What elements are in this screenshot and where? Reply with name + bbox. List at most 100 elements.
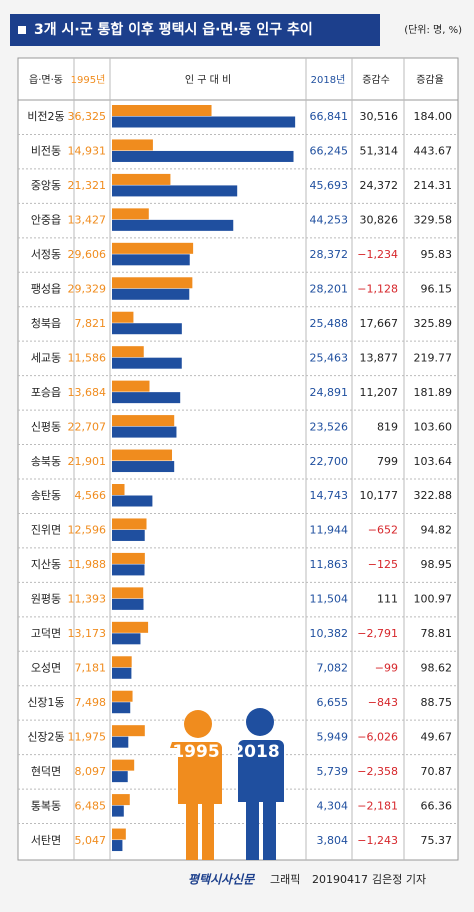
change-label: 799 (377, 455, 398, 468)
category-label: 안중읍 (31, 214, 61, 227)
bar (112, 805, 124, 817)
bar (112, 598, 144, 610)
value-label: 5,047 (75, 834, 107, 847)
change-label: −99 (375, 662, 398, 675)
value-label: 11,975 (68, 730, 107, 743)
category-label: 진위면 (31, 524, 61, 537)
category-label: 통복동 (31, 799, 61, 812)
category-label: 서탄면 (31, 834, 61, 847)
bar (112, 587, 144, 599)
value-label: 28,201 (310, 283, 349, 296)
value-label: 13,684 (68, 386, 107, 399)
bar (112, 736, 129, 748)
value-label: 6,655 (317, 696, 349, 709)
value-label: 28,372 (310, 248, 349, 261)
bar (112, 484, 125, 495)
bar (112, 208, 149, 220)
footer-kind: 그래픽 (270, 873, 300, 886)
change-label: 11,207 (360, 386, 399, 399)
title-bullet (18, 26, 26, 34)
value-label: 22,707 (68, 420, 107, 433)
footer-paper: 평택시사신문 (188, 873, 255, 887)
value-label: 6,485 (75, 799, 107, 812)
value-label: 25,488 (310, 317, 349, 330)
category-label: 서정동 (31, 248, 61, 261)
bar (112, 392, 181, 404)
bar (112, 346, 144, 358)
category-label: 원평동 (31, 593, 61, 606)
change-label: −2,358 (357, 765, 398, 778)
rate-label: 103.64 (414, 455, 453, 468)
title-bar (10, 14, 380, 46)
figures: 1995 2018 (170, 708, 284, 860)
value-label: 10,382 (310, 627, 349, 640)
change-label: 10,177 (360, 489, 399, 502)
category-label: 비전동 (31, 145, 61, 158)
bar (112, 552, 145, 564)
value-label: 14,743 (310, 489, 349, 502)
bar (112, 771, 128, 783)
rate-label: 75.37 (421, 834, 453, 847)
figure-body (230, 740, 284, 860)
bar (112, 219, 234, 231)
footer-author: 김은정 기자 (372, 873, 426, 886)
change-label: 17,667 (360, 317, 399, 330)
figure-head (246, 708, 274, 736)
table-frame (17, 57, 459, 861)
value-label: 21,901 (68, 455, 107, 468)
bar (112, 426, 177, 438)
category-label: 현덕면 (31, 765, 61, 778)
category-label: 포승읍 (31, 386, 61, 399)
change-label: 13,877 (360, 351, 399, 364)
figure-label: 2018 (232, 742, 279, 762)
column-lines (73, 58, 405, 860)
value-label: 66,841 (310, 110, 349, 123)
rate-label: 98.95 (421, 558, 453, 571)
bar (112, 139, 153, 151)
change-label: 819 (377, 420, 398, 433)
value-label: 12,596 (68, 524, 107, 537)
rate-label: 49.67 (421, 730, 453, 743)
value-label: 7,498 (75, 696, 107, 709)
value-label: 29,329 (68, 283, 107, 296)
bar-header: 인 구 대 비 (185, 74, 231, 86)
change-label: 30,516 (360, 110, 399, 123)
rate-label: 219.77 (414, 351, 453, 364)
bar (112, 794, 130, 806)
category-label: 신평동 (31, 420, 61, 433)
rate-label: 443.67 (414, 145, 453, 158)
rate-label: 184.00 (414, 110, 453, 123)
bar (112, 529, 145, 541)
change-header: 증감수 (362, 74, 390, 86)
bar (112, 840, 123, 852)
change-label: −6,026 (357, 730, 398, 743)
value-label: 7,181 (75, 662, 107, 675)
bar (112, 702, 131, 714)
category-label: 고덕면 (31, 627, 61, 640)
rate-label: 325.89 (414, 317, 453, 330)
bar (112, 495, 153, 507)
rate-label: 95.83 (421, 248, 453, 261)
value-label: 7,082 (317, 662, 349, 675)
rate-label: 100.97 (414, 593, 453, 606)
value-label: 21,321 (68, 179, 107, 192)
change-label: −1,243 (357, 834, 398, 847)
value-label: 14,931 (68, 145, 107, 158)
bar (112, 185, 238, 197)
series-header: 1995년 (71, 74, 106, 86)
value-label: 13,173 (68, 627, 107, 640)
category-label: 지산동 (31, 558, 61, 571)
rate-label: 66.36 (421, 799, 453, 812)
rate-label: 96.15 (421, 283, 453, 296)
figure-label: 1995 (172, 742, 219, 762)
rate-label: 181.89 (414, 386, 453, 399)
change-label: −2,791 (357, 627, 398, 640)
value-label: 11,504 (310, 593, 349, 606)
category-label: 신장1동 (27, 696, 64, 709)
bar (112, 621, 149, 633)
change-label: 51,314 (360, 145, 399, 158)
change-label: 24,372 (360, 179, 399, 192)
category-label: 오성면 (31, 662, 61, 675)
bar (112, 323, 182, 335)
bar (112, 564, 145, 576)
